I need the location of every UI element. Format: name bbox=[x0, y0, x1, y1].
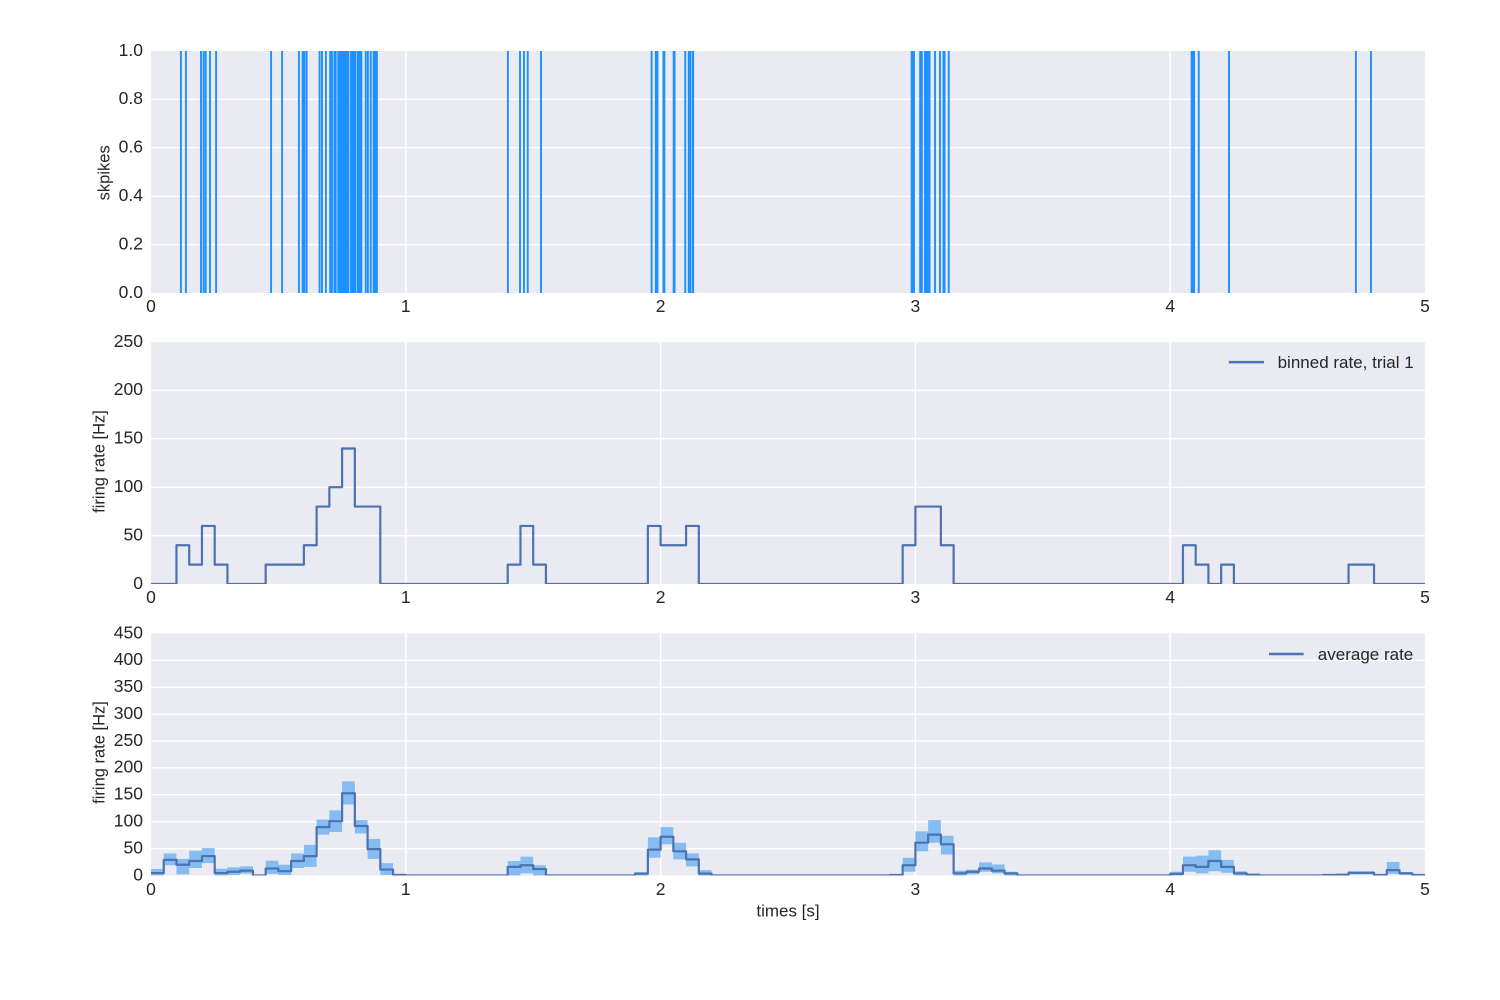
svg-text:4: 4 bbox=[1165, 879, 1175, 899]
svg-text:50: 50 bbox=[124, 837, 144, 857]
svg-text:0: 0 bbox=[133, 573, 143, 593]
svg-text:2: 2 bbox=[656, 296, 666, 316]
svg-text:300: 300 bbox=[114, 703, 143, 723]
svg-text:3: 3 bbox=[911, 296, 921, 316]
svg-text:100: 100 bbox=[114, 476, 143, 496]
svg-text:1: 1 bbox=[401, 879, 411, 899]
svg-text:1.0: 1.0 bbox=[119, 40, 144, 60]
svg-text:150: 150 bbox=[114, 428, 143, 448]
svg-text:3: 3 bbox=[911, 879, 921, 899]
svg-text:250: 250 bbox=[114, 730, 143, 750]
svg-text:0.2: 0.2 bbox=[119, 233, 143, 253]
svg-text:0.6: 0.6 bbox=[119, 137, 143, 157]
svg-text:0.0: 0.0 bbox=[119, 282, 144, 302]
svg-text:2: 2 bbox=[656, 587, 666, 607]
svg-text:350: 350 bbox=[114, 676, 143, 696]
svg-text:skpikes: skpikes bbox=[96, 145, 114, 200]
svg-text:150: 150 bbox=[114, 784, 143, 804]
svg-text:5: 5 bbox=[1420, 879, 1430, 899]
svg-text:3: 3 bbox=[911, 587, 921, 607]
svg-text:200: 200 bbox=[114, 379, 143, 399]
svg-text:1: 1 bbox=[401, 296, 411, 316]
svg-text:2: 2 bbox=[656, 879, 666, 899]
svg-text:4: 4 bbox=[1165, 587, 1175, 607]
svg-text:5: 5 bbox=[1420, 587, 1430, 607]
svg-text:firing rate [Hz]: firing rate [Hz] bbox=[91, 410, 109, 513]
svg-text:400: 400 bbox=[114, 649, 143, 669]
svg-text:average rate: average rate bbox=[1318, 645, 1413, 664]
svg-text:1: 1 bbox=[401, 587, 411, 607]
svg-text:200: 200 bbox=[114, 757, 143, 777]
svg-text:0: 0 bbox=[146, 296, 156, 316]
svg-text:firing rate [Hz]: firing rate [Hz] bbox=[91, 701, 109, 804]
svg-text:0.8: 0.8 bbox=[119, 88, 143, 108]
svg-text:50: 50 bbox=[124, 524, 144, 544]
svg-text:5: 5 bbox=[1420, 296, 1430, 316]
svg-text:0: 0 bbox=[133, 864, 143, 884]
svg-text:100: 100 bbox=[114, 811, 143, 831]
svg-text:times [s]: times [s] bbox=[756, 902, 819, 921]
svg-text:4: 4 bbox=[1165, 296, 1175, 316]
svg-text:0: 0 bbox=[146, 587, 156, 607]
svg-text:0: 0 bbox=[146, 879, 156, 899]
svg-text:0.4: 0.4 bbox=[119, 185, 144, 205]
svg-text:binned rate, trial 1: binned rate, trial 1 bbox=[1278, 353, 1414, 372]
svg-text:450: 450 bbox=[114, 622, 143, 642]
svg-text:250: 250 bbox=[114, 331, 143, 351]
